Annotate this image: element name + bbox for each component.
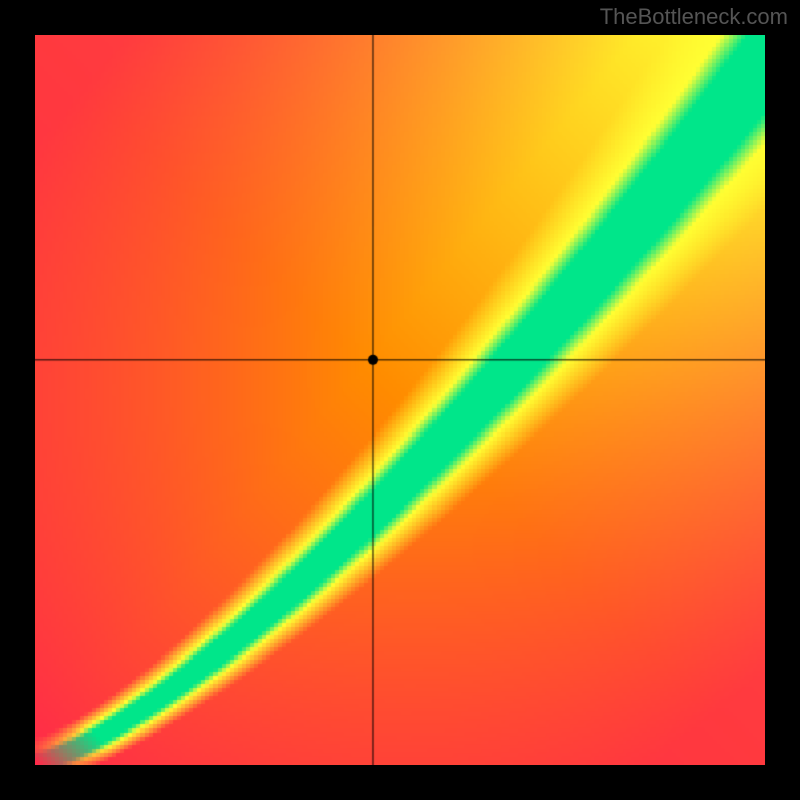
chart-container: TheBottleneck.com <box>0 0 800 800</box>
watermark-text: TheBottleneck.com <box>600 4 788 30</box>
heatmap-canvas <box>35 35 765 765</box>
plot-area <box>35 35 765 765</box>
